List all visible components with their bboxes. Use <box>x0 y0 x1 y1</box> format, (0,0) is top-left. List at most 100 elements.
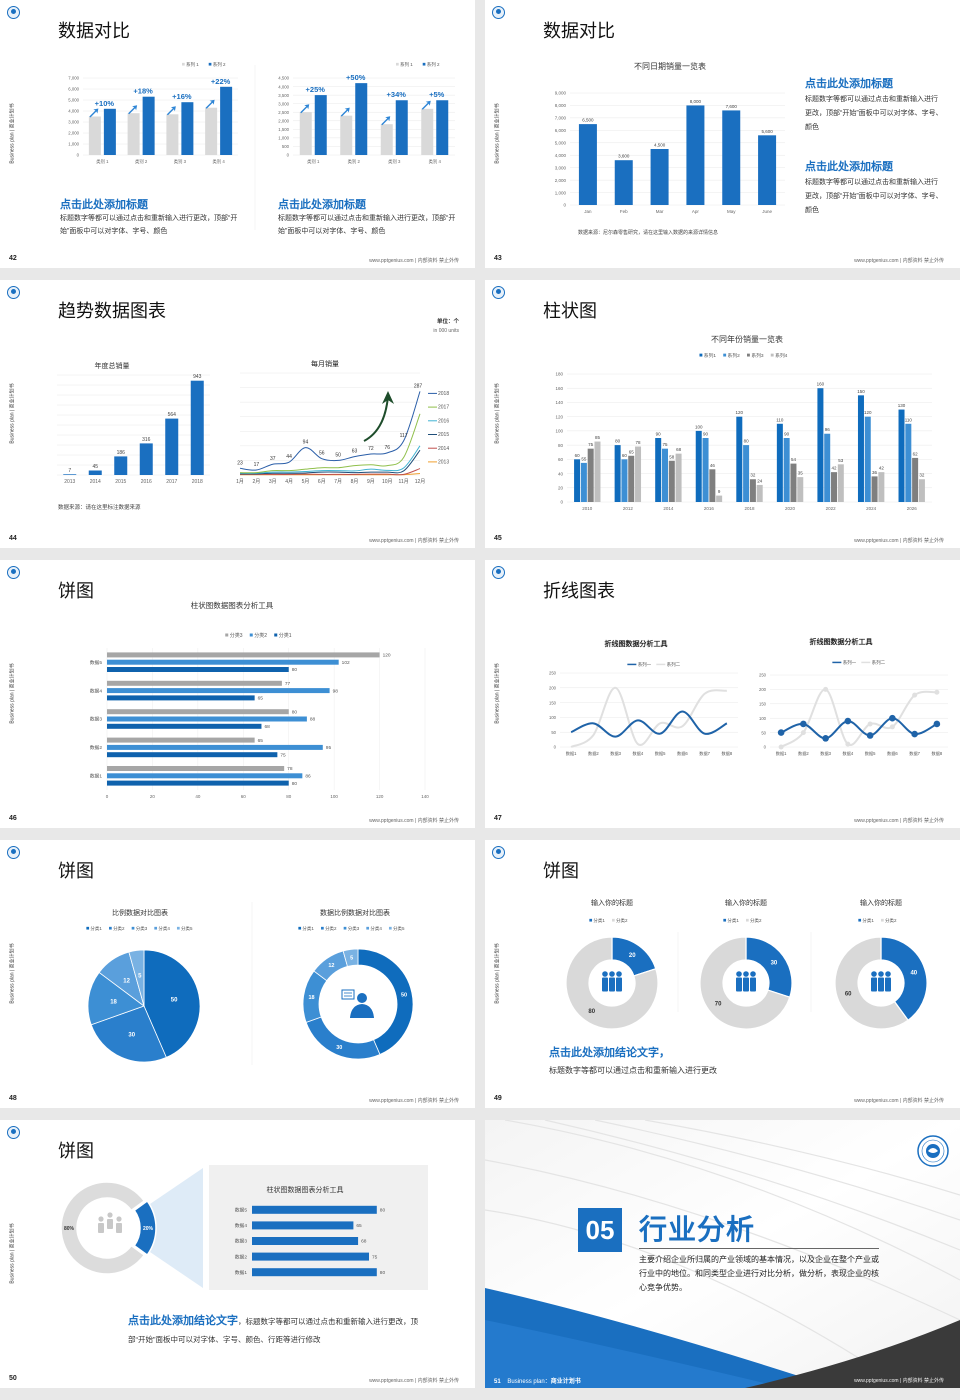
legend-item[interactable]: 2013 <box>428 460 449 466</box>
legend-item[interactable]: 分类3 <box>225 632 243 639</box>
block-heading[interactable]: 点击此处添加标题 <box>60 199 148 211</box>
pie-slice[interactable] <box>880 936 928 1022</box>
slide-51-section-cover[interactable]: 05 行业分析 主要介绍企业所归属的产业领域的基本情况，以及企业在整个产业或行业… <box>485 1120 960 1388</box>
legend-item[interactable]: 系列 2 <box>208 61 226 68</box>
legend-item[interactable]: 分类2 <box>612 917 628 924</box>
data-point[interactable] <box>845 741 851 747</box>
block-body[interactable]: 标题数字等都可以通过点击和重新输入进行更改，顶部“开始”面板中可以对字体、字号、… <box>805 96 943 131</box>
data-point[interactable] <box>889 724 895 730</box>
page-number: 51 <box>494 1379 501 1385</box>
data-point[interactable] <box>911 730 918 738</box>
legend-item[interactable]: 2015 <box>428 432 449 438</box>
slide-44[interactable]: 趋势数据图表 单位：个 in 000 units 年度总销量 2013 7 2014 4… <box>0 280 475 548</box>
pie-slice[interactable] <box>745 936 793 998</box>
legend-item[interactable]: 分类1 <box>723 917 739 924</box>
legend-item[interactable]: 系列二 <box>861 659 886 666</box>
pie-slice[interactable] <box>143 949 201 1058</box>
data-point[interactable] <box>867 721 873 727</box>
legend-item[interactable]: 分类2 <box>109 925 125 932</box>
legend-item[interactable]: 分类2 <box>881 917 897 924</box>
pie-slice[interactable] <box>357 948 414 1055</box>
slide-45[interactable]: 柱状图 不同年份销量一览表 0 20 40 60 80 100 120 140 160 180 201… <box>485 280 960 548</box>
legend-item[interactable]: 系列 2 <box>422 61 440 68</box>
data-point[interactable] <box>800 730 806 736</box>
legend-label: 系列3 <box>751 352 764 359</box>
pie-slice[interactable] <box>565 936 659 1030</box>
slide-48[interactable]: 饼图 比例数据对比图表 50 30 18 12 5 分类1 分类2 分类3 分类4 分类5 数据比例数… <box>0 840 475 1108</box>
legend-item[interactable]: 分类1 <box>858 917 874 924</box>
conclusion-heading[interactable]: 点击此处添加结论文字， <box>549 1047 670 1059</box>
data-point[interactable] <box>866 732 874 739</box>
legend-item[interactable]: 分类2 <box>746 917 762 924</box>
legend-item[interactable]: 系列1 <box>699 352 716 359</box>
pie-slice[interactable] <box>302 970 328 1023</box>
pie-slice[interactable] <box>699 936 791 1030</box>
pie-slice[interactable] <box>128 949 145 1007</box>
pie-slice[interactable] <box>342 948 359 967</box>
slide-42[interactable]: 数据对比 0 1,000 2,000 3,000 4,000 5,000 6,000 7,00… <box>0 0 475 268</box>
legend-item[interactable]: 分类1 <box>589 917 605 924</box>
legend-item[interactable]: 分类3 <box>343 925 360 932</box>
data-point[interactable] <box>778 744 784 750</box>
legend-item[interactable]: 分类1 <box>86 925 102 932</box>
legend-item[interactable]: 分类1 <box>274 632 292 639</box>
block-heading[interactable]: 点击此处添加标题 <box>805 161 893 173</box>
school-emblem-icon <box>492 846 505 859</box>
legend-item[interactable]: 分类2 <box>249 632 268 639</box>
pie-slice[interactable] <box>133 1199 157 1257</box>
pie-slice[interactable] <box>60 1181 146 1275</box>
side-label: Business plan | 商业计划书 <box>494 663 501 724</box>
data-point[interactable] <box>889 714 896 722</box>
data-point[interactable] <box>933 720 941 728</box>
legend-item[interactable]: 系列3 <box>747 352 764 359</box>
growth-annotation: +25% <box>306 85 326 94</box>
legend-item[interactable]: 系列2 <box>723 352 740 359</box>
data-point[interactable] <box>934 689 940 695</box>
pie-slice[interactable] <box>305 1016 381 1060</box>
legend-item[interactable]: 系列二 <box>656 661 681 668</box>
data-point[interactable] <box>822 735 829 742</box>
legend-item[interactable]: 2017 <box>428 405 449 411</box>
block-body[interactable]: 标题数字等都可以通过点击和重新输入进行更改，顶部“开始”面板中可以对字体、字号、… <box>805 179 943 214</box>
chart-c43: 不同日期销量一览表 0 1,000 2,000 3,000 4,000 5,000 6,000… <box>555 61 785 214</box>
legend-item[interactable]: 分类5 <box>388 925 405 932</box>
legend-item[interactable]: 分类1 <box>298 925 314 932</box>
legend-item[interactable]: 2018 <box>428 391 449 397</box>
legend-item[interactable]: 分类5 <box>176 925 193 932</box>
slide-50[interactable]: 饼图 20% 80% 柱状图数据图表分析工具 数据1 80 数据2 75 数据3 68 数据4 65… <box>0 1120 475 1388</box>
legend-item[interactable]: 系列一 <box>832 659 857 666</box>
pie-slice[interactable] <box>87 971 145 1026</box>
y-tick-label: 60 <box>558 457 564 462</box>
conclusion-heading[interactable]: 点击此处添加结论文字 <box>128 1315 238 1327</box>
y-tick-label: 数据5 <box>90 659 103 666</box>
block-body[interactable]: 标题数字等都可以通过点击和重新输入进行更改，顶部“开始”面板中可以对字体、字号、… <box>278 215 456 235</box>
slide-49[interactable]: 饼图 输入你的标题 20 80 分类1 分类2 输入你的标题 30 70 分类1 分类2 输入你的标… <box>485 840 960 1108</box>
footer-text: www.pptgenius.com | 内部资料 禁止外传 <box>369 1378 459 1384</box>
data-point[interactable] <box>800 720 807 728</box>
conclusion-body[interactable]: 标题数字等都可以通过点击和重新输入进行更改 <box>549 1066 717 1075</box>
pie-slice[interactable] <box>90 1005 167 1063</box>
slide-43[interactable]: 数据对比 不同日期销量一览表 0 1,000 2,000 3,000 4,000 5,000… <box>485 0 960 268</box>
block-body[interactable]: 标题数字等都可以通过点击和重新输入进行更改，顶部“开始”面板中可以对字体、字号、… <box>60 215 238 235</box>
legend-item[interactable]: 分类4 <box>366 925 382 932</box>
slide-47[interactable]: 折线图表 折线图数据分析工具 0 50 100 150 200 250 数据1 数据2 数据3 数据… <box>485 560 960 828</box>
data-point[interactable] <box>844 717 852 725</box>
block-heading[interactable]: 点击此处添加标题 <box>805 78 893 90</box>
block-heading[interactable]: 点击此处添加标题 <box>278 199 366 211</box>
data-point[interactable] <box>912 692 918 698</box>
data-point[interactable] <box>777 729 785 736</box>
conclusion-text[interactable]: 点击此处添加结论文字，标题数字等都可以通过点击和重新输入进行更改，顶部“开始”面… <box>128 1312 428 1349</box>
legend-item[interactable]: 分类4 <box>154 925 170 932</box>
legend-item[interactable]: 2014 <box>428 446 449 452</box>
legend-item[interactable]: 系列 1 <box>182 61 199 68</box>
slide-46[interactable]: 饼图 柱状图数据图表分析工具 0 20 40 60 80 100 120 140 数据1 78 86 8… <box>0 560 475 828</box>
data-point[interactable] <box>823 686 829 692</box>
legend-item[interactable]: 2016 <box>428 418 449 424</box>
legend-item[interactable]: 分类3 <box>131 925 148 932</box>
legend-item[interactable]: 分类2 <box>321 925 337 932</box>
legend-item[interactable]: 系列 1 <box>396 61 413 68</box>
legend-item[interactable]: 系列一 <box>627 661 652 668</box>
y-tick-label: 数据1 <box>90 773 103 780</box>
pie-slice[interactable] <box>834 936 909 1030</box>
legend-item[interactable]: 系列4 <box>770 352 788 359</box>
